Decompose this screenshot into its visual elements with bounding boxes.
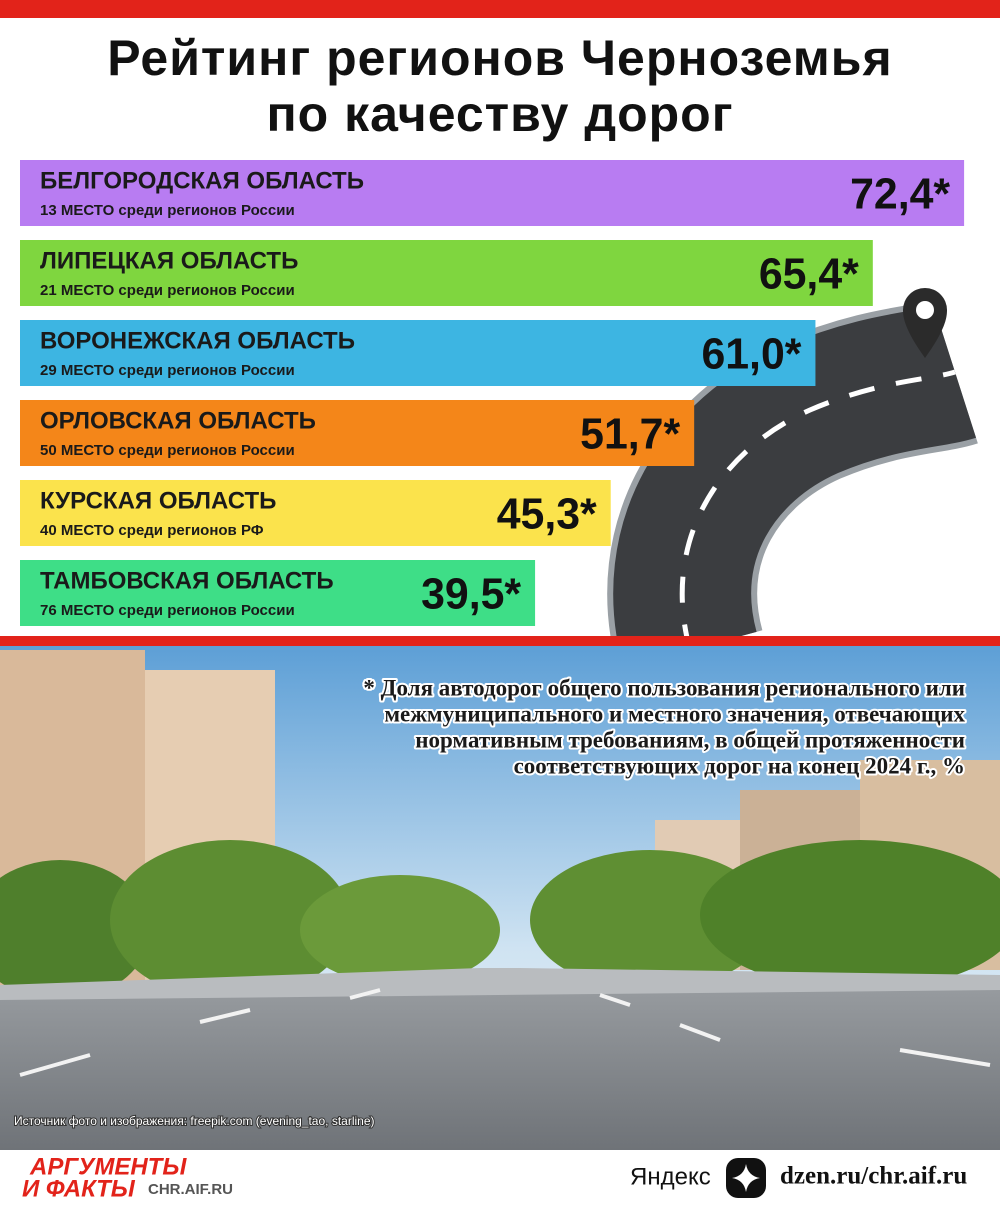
title-line: Рейтинг регионов Черноземья	[107, 30, 892, 86]
value-label: 72,4*	[850, 170, 951, 219]
brand-site: CHR.AIF.RU	[148, 1181, 233, 1198]
link[interactable]: dzen.ru/chr.aif.ru	[780, 1163, 967, 1190]
footnote-line: межмуниципального и местного значения, о…	[384, 701, 965, 726]
brand-line: И ФАКТЫ	[22, 1175, 136, 1202]
road-dashes	[679, 369, 956, 651]
trees	[110, 840, 350, 1000]
road-illustration	[607, 288, 978, 670]
value-label: 65,4*	[759, 250, 860, 299]
trees	[0, 860, 150, 1000]
footnote: * Доля автодорог общего пользования реги…	[361, 673, 967, 780]
rank-label: 13 МЕСТО среди регионов России	[40, 202, 295, 219]
category-label: ЛИПЕЦКАЯ ОБЛАСТЬ	[40, 247, 298, 274]
footnote-line: соответствующих дорог на конец 2024 г., …	[514, 753, 965, 778]
footnote-line: * Доля автодорог общего пользования реги…	[363, 675, 965, 700]
value-label: 61,0*	[701, 330, 802, 379]
road-horizon	[0, 968, 1000, 1000]
pin-hole	[916, 301, 934, 319]
rank-label: 40 МЕСТО среди регионов РФ	[40, 522, 264, 539]
bar	[20, 240, 873, 306]
bars: БЕЛГОРОДСКАЯ ОБЛАСТЬ 13 МЕСТО среди регио…	[20, 160, 965, 626]
photo	[0, 646, 1000, 1150]
rank-label: 21 МЕСТО среди регионов России	[40, 282, 295, 299]
footnote-line: нормативным требованиям, в общей протяже…	[415, 727, 965, 752]
category-label: ВОРОНЕЖСКАЯ ОБЛАСТЬ	[40, 327, 355, 354]
divider-stripe	[0, 636, 1000, 646]
road	[0, 975, 1000, 1150]
top-stripe	[0, 0, 1000, 18]
rank-label: 76 МЕСТО среди регионов России	[40, 602, 295, 619]
bar	[20, 320, 816, 386]
category-label: БЕЛГОРОДСКАЯ ОБЛАСТЬ	[40, 167, 364, 194]
road-surface	[613, 305, 976, 669]
rank-label: 50 МЕСТО среди регионов России	[40, 442, 295, 459]
bar	[20, 160, 965, 226]
partner-logo-star	[732, 1164, 760, 1192]
bar	[20, 400, 695, 466]
title-line: по качеству дорог	[266, 86, 733, 142]
lane-marks	[19, 988, 991, 1077]
footer	[0, 1150, 1000, 1208]
partner-name: Яндекс	[630, 1163, 711, 1190]
value-label: 45,3*	[497, 490, 598, 539]
category-label: ТАМБОВСКАЯ ОБЛАСТЬ	[40, 567, 334, 594]
trees	[700, 840, 1000, 990]
category-label: ОРЛОВСКАЯ ОБЛАСТЬ	[40, 407, 316, 434]
bar	[20, 480, 611, 546]
photo-source: Источник фото и изображения: freepik.com…	[14, 1114, 375, 1128]
value-label: 39,5*	[421, 570, 522, 619]
bar	[20, 560, 536, 626]
trees	[530, 850, 770, 990]
category-label: КУРСКАЯ ОБЛАСТЬ	[40, 487, 276, 514]
value-label: 51,7*	[580, 410, 681, 459]
brand-line: АРГУМЕНТЫ	[29, 1153, 187, 1180]
location-pin	[903, 288, 947, 358]
rank-label: 29 МЕСТО среди регионов России	[40, 362, 295, 379]
trees	[300, 875, 500, 985]
